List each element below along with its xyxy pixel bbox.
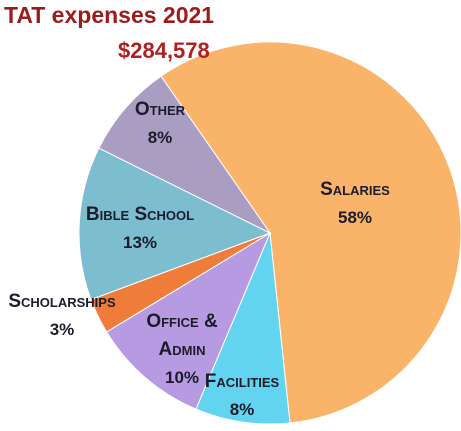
slice-label: Office & Admin 10%	[142, 308, 222, 392]
value-label: 58%	[337, 208, 373, 227]
category-label: Bible School	[85, 204, 195, 225]
slice-label: Salaries 58%	[295, 176, 415, 232]
category-label: Scholarships	[8, 291, 116, 312]
value-label: 13%	[122, 233, 158, 252]
pie-slice	[160, 41, 461, 424]
slice-label: Facilities 8%	[182, 368, 302, 424]
pie-slice	[105, 231, 272, 410]
value-label: 8%	[147, 128, 173, 147]
pie-slice	[195, 232, 291, 425]
slice-label: Other 8%	[110, 96, 210, 152]
category-label: Facilities	[204, 371, 280, 392]
category-label: Office & Admin	[146, 311, 218, 360]
pie-slice	[78, 147, 272, 301]
chart-subtitle: $284,578	[118, 38, 210, 63]
value-label: 10%	[164, 368, 200, 387]
value-label: 8%	[229, 400, 255, 419]
category-label: Salaries	[320, 179, 390, 200]
slice-label: Scholarships 3%	[0, 288, 132, 344]
chart-title: TAT expenses 2021	[4, 2, 215, 28]
category-label: Other	[134, 99, 186, 120]
pie-slice	[98, 75, 271, 234]
value-label: 3%	[49, 320, 75, 339]
slice-label: Bible School 13%	[70, 201, 210, 257]
